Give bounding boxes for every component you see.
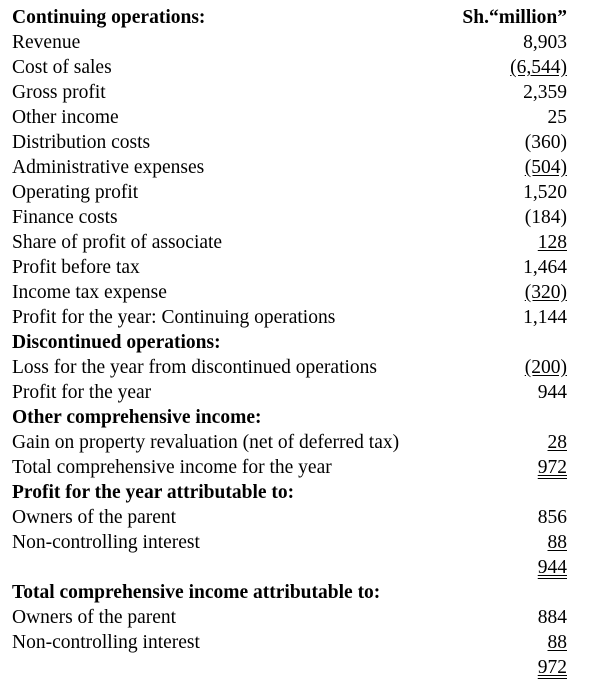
line-item-label: Income tax expense bbox=[12, 282, 167, 303]
line-item-profit-before-tax: Profit before tax 1,464 bbox=[12, 255, 567, 280]
subtotal-profit-attributable: 944 bbox=[12, 555, 567, 580]
line-item-gross-profit: Gross profit 2,359 bbox=[12, 80, 567, 105]
line-item-value: 856 bbox=[537, 507, 567, 528]
line-item-value: 944 bbox=[537, 382, 567, 403]
line-item-label: Gain on property revaluation (net of def… bbox=[12, 432, 400, 453]
line-item-tci-nci: Non-controlling interest 88 bbox=[12, 630, 567, 655]
line-item-value: 88 bbox=[547, 532, 568, 553]
line-item-profit-nci: Non-controlling interest 88 bbox=[12, 530, 567, 555]
line-item-distribution-costs: Distribution costs (360) bbox=[12, 130, 567, 155]
line-item-label: Profit before tax bbox=[12, 257, 140, 278]
line-item-value: 1,464 bbox=[523, 257, 567, 278]
section-heading-row-oci: Other comprehensive income: bbox=[12, 405, 567, 430]
line-item-value: (6,544) bbox=[510, 57, 567, 78]
line-item-value: 1,144 bbox=[523, 307, 567, 328]
section-heading-row-tci-attributable: Total comprehensive income attributable … bbox=[12, 580, 567, 605]
line-item-other-income: Other income 25 bbox=[12, 105, 567, 130]
line-item-total-comprehensive-income: Total comprehensive income for the year … bbox=[12, 455, 567, 480]
subtotal-value: 972 bbox=[537, 657, 567, 678]
line-item-label: Owners of the parent bbox=[12, 607, 177, 628]
line-item-value: 972 bbox=[537, 457, 567, 478]
line-item-label: Administrative expenses bbox=[12, 157, 205, 178]
line-item-label: Non-controlling interest bbox=[12, 532, 200, 553]
line-item-value: (504) bbox=[524, 157, 567, 178]
line-item-label: Cost of sales bbox=[12, 57, 112, 78]
line-item-label: Profit for the year bbox=[12, 382, 152, 403]
line-item-label: Share of profit of associate bbox=[12, 232, 223, 253]
line-item-label: Distribution costs bbox=[12, 132, 151, 153]
line-item-label: Other income bbox=[12, 107, 119, 128]
line-item-profit-owners: Owners of the parent 856 bbox=[12, 505, 567, 530]
line-item-operating-profit: Operating profit 1,520 bbox=[12, 180, 567, 205]
line-item-value: 8,903 bbox=[523, 32, 567, 53]
line-item-value: 1,520 bbox=[523, 182, 567, 203]
line-item-label: Owners of the parent bbox=[12, 507, 177, 528]
line-item-label: Total comprehensive income for the year bbox=[12, 457, 332, 478]
line-item-revaluation-gain: Gain on property revaluation (net of def… bbox=[12, 430, 567, 455]
line-item-tci-owners: Owners of the parent 884 bbox=[12, 605, 567, 630]
currency-column-heading: Sh.“million” bbox=[462, 7, 567, 28]
section-heading-continuing: Continuing operations: bbox=[12, 7, 206, 28]
line-item-profit-continuing: Profit for the year: Continuing operatio… bbox=[12, 305, 567, 330]
line-item-value: 128 bbox=[537, 232, 567, 253]
line-item-label: Profit for the year: Continuing operatio… bbox=[12, 307, 336, 328]
line-item-label: Operating profit bbox=[12, 182, 139, 203]
line-item-value: 2,359 bbox=[523, 82, 567, 103]
section-heading-profit-attributable: Profit for the year attributable to: bbox=[12, 482, 295, 503]
line-item-discontinued-loss: Loss for the year from discontinued oper… bbox=[12, 355, 567, 380]
header-row: Continuing operations: Sh.“million” bbox=[12, 5, 567, 30]
line-item-cost-of-sales: Cost of sales (6,544) bbox=[12, 55, 567, 80]
section-heading-row-profit-attributable: Profit for the year attributable to: bbox=[12, 480, 567, 505]
line-item-value: 884 bbox=[537, 607, 567, 628]
line-item-income-tax: Income tax expense (320) bbox=[12, 280, 567, 305]
line-item-value: (360) bbox=[524, 132, 567, 153]
line-item-value: 25 bbox=[547, 107, 568, 128]
line-item-value: (320) bbox=[524, 282, 567, 303]
line-item-profit-for-year: Profit for the year 944 bbox=[12, 380, 567, 405]
line-item-revenue: Revenue 8,903 bbox=[12, 30, 567, 55]
section-heading-tci-attributable: Total comprehensive income attributable … bbox=[12, 582, 381, 603]
line-item-value: (200) bbox=[524, 357, 567, 378]
section-heading-discontinued: Discontinued operations: bbox=[12, 332, 221, 353]
subtotal-value: 944 bbox=[537, 557, 567, 578]
line-item-value: (184) bbox=[524, 207, 567, 228]
line-item-label: Non-controlling interest bbox=[12, 632, 200, 653]
line-item-administrative-expenses: Administrative expenses (504) bbox=[12, 155, 567, 180]
section-heading-oci: Other comprehensive income: bbox=[12, 407, 262, 428]
line-item-share-of-associate: Share of profit of associate 128 bbox=[12, 230, 567, 255]
line-item-label: Finance costs bbox=[12, 207, 118, 228]
line-item-finance-costs: Finance costs (184) bbox=[12, 205, 567, 230]
section-heading-row-discontinued: Discontinued operations: bbox=[12, 330, 567, 355]
line-item-value: 28 bbox=[547, 432, 568, 453]
line-item-label: Revenue bbox=[12, 32, 81, 53]
line-item-label: Loss for the year from discontinued oper… bbox=[12, 357, 377, 378]
subtotal-tci-attributable: 972 bbox=[12, 655, 567, 680]
line-item-label: Gross profit bbox=[12, 82, 106, 103]
line-item-value: 88 bbox=[547, 632, 568, 653]
